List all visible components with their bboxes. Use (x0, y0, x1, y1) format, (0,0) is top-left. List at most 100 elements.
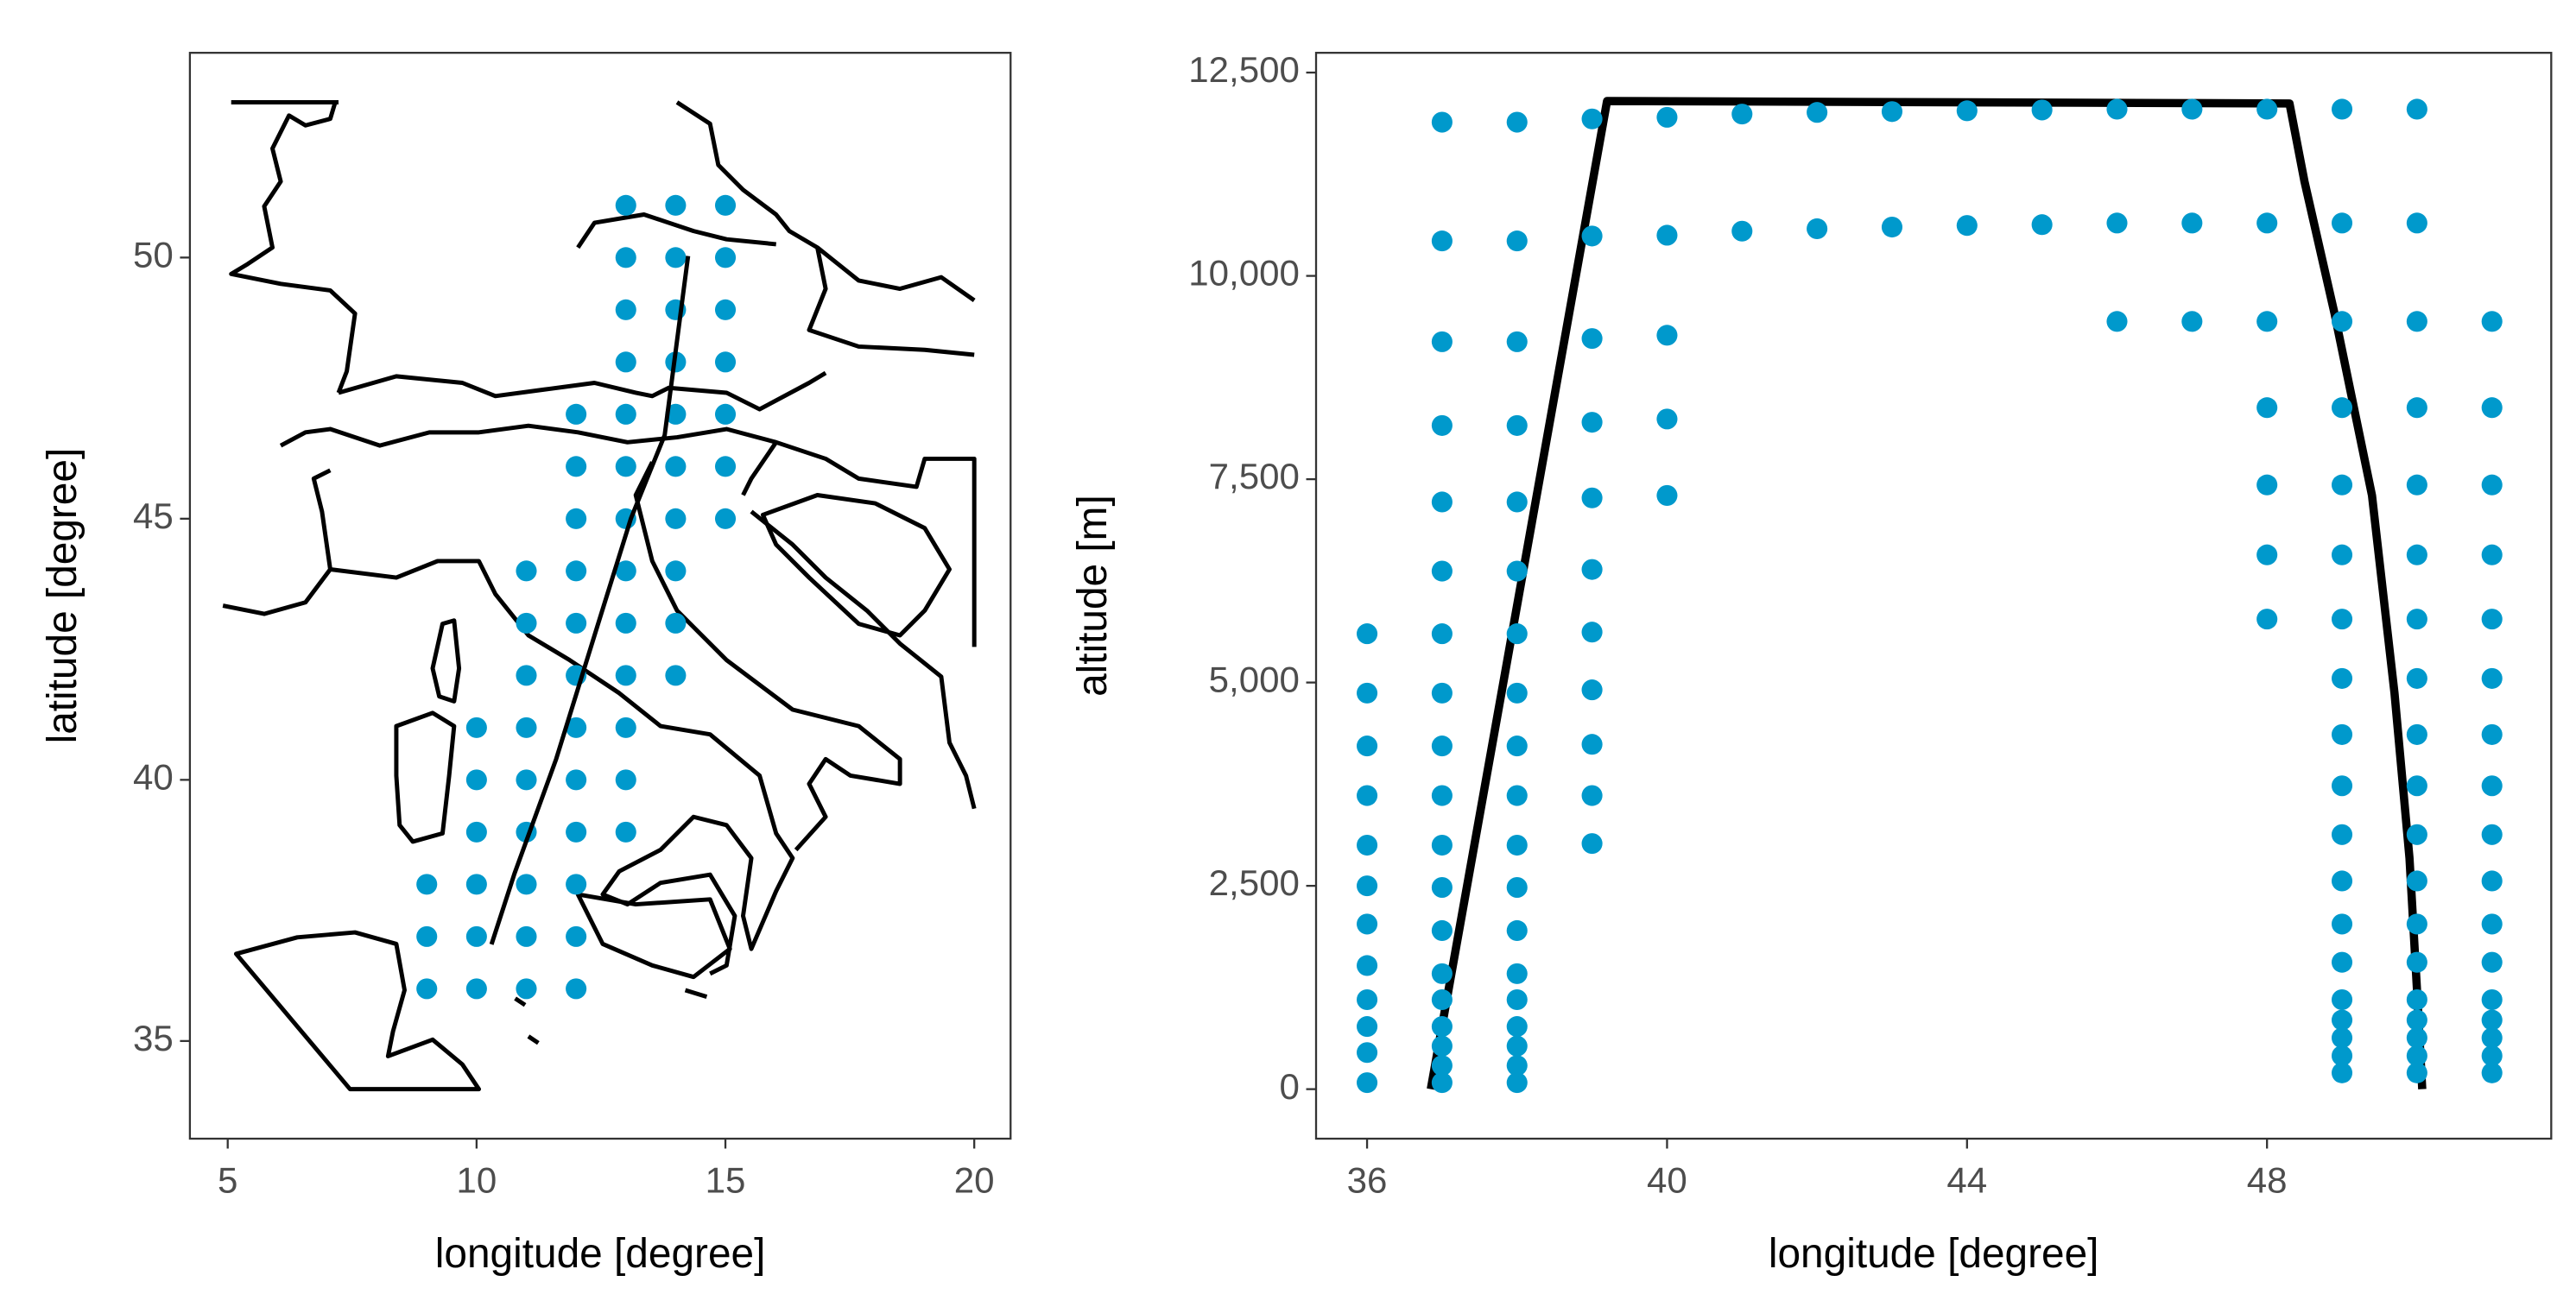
data-point (2256, 311, 2278, 332)
data-point (2106, 212, 2128, 234)
data-point (1431, 963, 1453, 984)
data-point (465, 925, 487, 947)
data-point (2481, 951, 2503, 973)
data-point (665, 194, 687, 216)
data-point (615, 456, 636, 477)
y-tick-label: 45 (133, 496, 174, 536)
data-point (2331, 1062, 2353, 1083)
data-point (1431, 919, 1453, 941)
data-point (1357, 955, 1378, 976)
data-point (1807, 102, 1828, 123)
data-point (2331, 913, 2353, 935)
data-point (1357, 1016, 1378, 1038)
data-point (2481, 609, 2503, 630)
data-point (615, 403, 636, 425)
data-point (2481, 474, 2503, 496)
data-point (2481, 397, 2503, 419)
data-point (1431, 988, 1453, 1011)
data-point (1506, 736, 1528, 757)
data-point (2406, 824, 2427, 845)
x-tick-label: 5 (218, 1160, 237, 1201)
data-point (516, 665, 537, 686)
data-point (1581, 412, 1603, 433)
data-point (1431, 834, 1453, 856)
data-point (1581, 785, 1603, 806)
data-point (566, 821, 587, 843)
data-point (1581, 225, 1603, 247)
data-point (1506, 876, 1528, 899)
data-point (1357, 913, 1378, 935)
data-point (1431, 623, 1453, 645)
data-point (516, 560, 537, 582)
data-point (2406, 775, 2427, 797)
coastline (233, 930, 482, 1092)
data-point (1431, 876, 1453, 899)
data-point (516, 874, 537, 895)
data-point (465, 874, 487, 895)
data-point (2256, 474, 2278, 496)
data-point (2331, 212, 2353, 234)
data-point (1581, 679, 1603, 701)
data-point (416, 874, 438, 895)
data-point (2331, 870, 2353, 892)
data-point (2481, 1045, 2503, 1067)
data-point (2406, 1009, 2427, 1031)
data-point (1431, 682, 1453, 704)
data-point (2481, 667, 2503, 689)
data-point (2331, 723, 2353, 745)
data-point (2331, 1045, 2353, 1067)
coastline (633, 461, 977, 852)
data-point (714, 299, 737, 320)
coastline (760, 492, 952, 638)
data-point (1506, 111, 1528, 133)
y-tick-label: 40 (133, 756, 174, 797)
data-point (2181, 311, 2203, 332)
data-point (2256, 544, 2278, 565)
data-point (2406, 98, 2427, 120)
data-point (2406, 1045, 2427, 1067)
data-point (2406, 311, 2427, 332)
data-point (2481, 775, 2503, 797)
x-tick-label: 20 (954, 1160, 995, 1201)
data-point (1506, 834, 1528, 856)
data-point (2406, 913, 2427, 935)
data-point (2181, 98, 2203, 120)
data-point (566, 769, 587, 791)
data-point (1431, 1035, 1453, 1057)
data-point (1506, 1055, 1528, 1077)
data-point (2256, 609, 2278, 630)
y-tick-label: 0 (1279, 1066, 1299, 1107)
data-point (2331, 988, 2353, 1011)
data-point (566, 925, 587, 947)
data-point (2406, 667, 2427, 689)
data-point (1581, 108, 1603, 129)
data-point (615, 299, 636, 320)
data-point (2481, 723, 2503, 745)
data-point (665, 612, 687, 634)
data-point (1581, 487, 1603, 508)
data-point (665, 508, 687, 529)
data-point (2406, 723, 2427, 745)
data-point (615, 612, 636, 634)
data-point (1581, 734, 1603, 755)
data-point (2406, 544, 2427, 565)
y-axis-title: altitude [m] (1070, 495, 1116, 697)
data-point (665, 247, 687, 268)
data-point (2481, 824, 2503, 845)
data-point (1731, 220, 1753, 242)
data-point (1581, 559, 1603, 580)
coastline (222, 468, 795, 976)
data-point (2331, 311, 2353, 332)
data-point (516, 925, 537, 947)
coastline (576, 100, 976, 357)
coastline (575, 892, 732, 980)
data-point (2406, 609, 2427, 630)
data-point (1731, 104, 1753, 125)
y-tick-label: 5,000 (1209, 660, 1300, 700)
data-point (566, 456, 587, 477)
data-point (465, 769, 487, 791)
y-tick-label: 2,500 (1209, 862, 1300, 903)
x-tick-label: 15 (706, 1160, 746, 1201)
data-point (1357, 785, 1378, 806)
